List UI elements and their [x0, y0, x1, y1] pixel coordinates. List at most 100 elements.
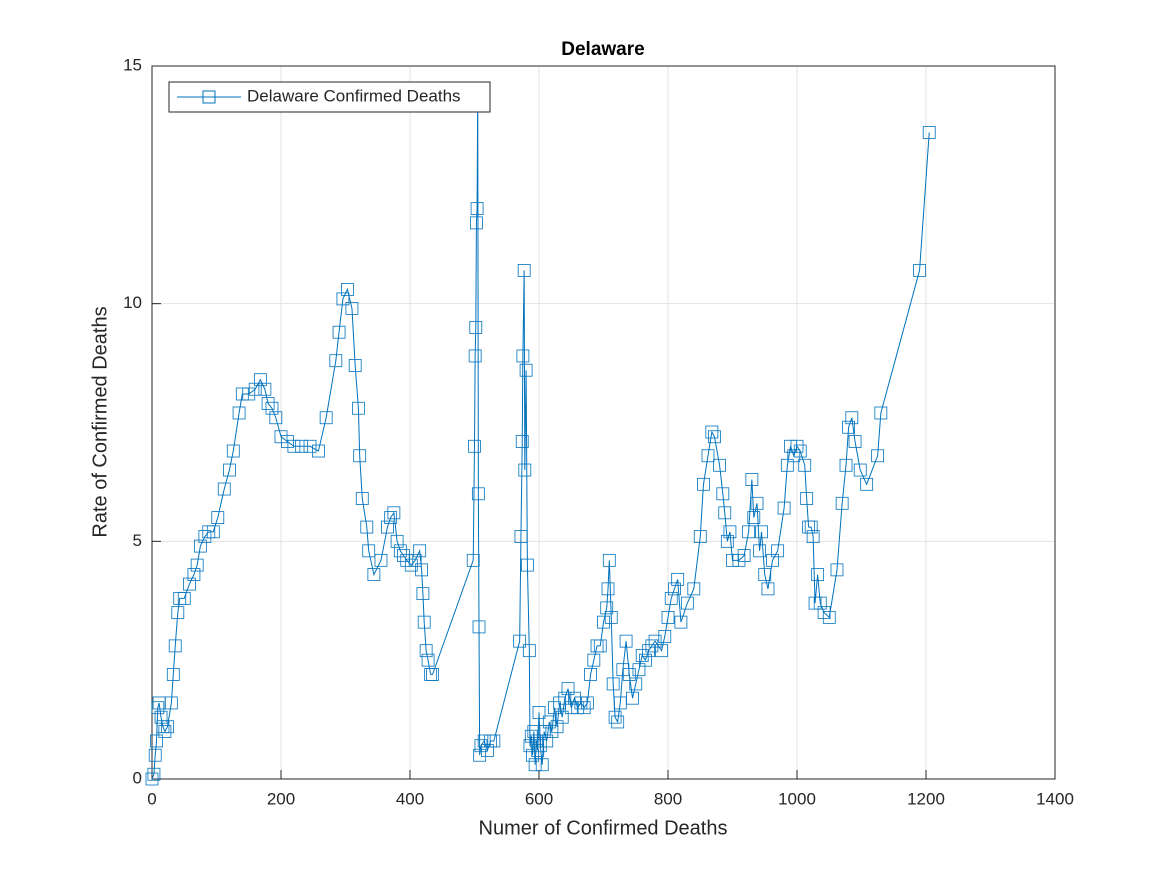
x-tick-label: 0	[147, 789, 156, 808]
marker	[531, 744, 545, 757]
marker	[564, 701, 578, 715]
marker	[533, 739, 547, 753]
marker	[345, 302, 359, 315]
marker	[811, 568, 825, 582]
y-tick-label: 5	[133, 531, 142, 550]
marker	[171, 606, 185, 620]
marker	[161, 720, 174, 734]
marker	[413, 544, 427, 558]
marker	[693, 530, 707, 543]
marker	[771, 544, 785, 558]
marker	[761, 582, 775, 596]
marker	[800, 492, 814, 505]
marker	[353, 449, 367, 463]
marker	[408, 553, 422, 567]
marker	[806, 530, 820, 543]
marker	[674, 615, 688, 629]
marker	[742, 525, 756, 539]
marker	[367, 568, 381, 582]
marker	[732, 553, 746, 567]
marker	[381, 520, 394, 534]
x-tick-label: 800	[654, 789, 682, 808]
marker	[387, 506, 401, 520]
marker	[611, 715, 625, 729]
marker	[601, 582, 615, 596]
marker	[593, 639, 607, 653]
marker	[206, 525, 220, 539]
marker	[226, 444, 240, 458]
marker	[860, 477, 874, 491]
marker	[253, 373, 267, 387]
y-tick-label: 15	[123, 55, 142, 74]
plot-frame	[151, 65, 1056, 780]
marker	[168, 639, 182, 653]
marker	[348, 359, 362, 372]
marker	[708, 430, 721, 444]
marker	[154, 710, 168, 724]
marker	[555, 710, 569, 724]
marker	[842, 420, 855, 434]
marker	[839, 458, 853, 472]
marker	[530, 734, 543, 748]
marker	[798, 458, 812, 472]
marker	[474, 739, 488, 753]
marker	[183, 577, 196, 591]
marker	[274, 430, 288, 444]
marker	[400, 553, 414, 567]
marker	[755, 525, 768, 539]
marker	[668, 582, 681, 596]
marker	[629, 677, 643, 691]
marker	[635, 649, 649, 662]
marker	[723, 525, 737, 539]
marker	[222, 463, 236, 477]
marker	[671, 572, 685, 586]
marker	[477, 734, 491, 748]
marker	[747, 511, 761, 524]
marker	[848, 435, 862, 448]
legend-label: Delaware Confirmed Deaths	[247, 86, 461, 105]
marker	[587, 653, 601, 667]
marker	[390, 534, 404, 548]
marker	[329, 354, 343, 368]
marker	[604, 610, 618, 624]
marker	[745, 473, 759, 486]
marker	[545, 725, 559, 738]
marker	[470, 216, 483, 230]
marker	[469, 321, 483, 334]
marker	[606, 677, 620, 691]
marker	[720, 534, 734, 548]
marker	[514, 530, 528, 543]
marker	[150, 734, 163, 748]
marker	[687, 582, 701, 596]
marker	[680, 596, 694, 610]
marker	[190, 558, 204, 572]
marker	[487, 734, 501, 748]
marker	[466, 553, 480, 567]
marker	[355, 492, 369, 505]
marker	[166, 668, 180, 681]
marker	[616, 663, 630, 677]
marker	[716, 487, 730, 501]
marker	[384, 511, 398, 524]
marker	[527, 725, 541, 738]
marker	[519, 363, 533, 377]
marker	[287, 439, 301, 453]
marker	[550, 720, 564, 734]
marker	[871, 449, 885, 463]
marker	[164, 696, 178, 710]
marker	[472, 620, 486, 634]
marker	[787, 449, 801, 463]
x-tick-label: 600	[525, 789, 553, 808]
marker	[632, 663, 646, 677]
marker	[393, 544, 407, 558]
marker	[830, 563, 844, 577]
marker	[295, 439, 309, 453]
marker	[232, 406, 246, 420]
x-axis-label: Numer of Confirmed Deaths	[479, 817, 728, 839]
marker	[766, 553, 779, 567]
marker	[737, 549, 751, 562]
marker	[713, 458, 726, 472]
x-tick-label: 200	[267, 789, 295, 808]
marker	[535, 758, 549, 772]
marker	[517, 263, 531, 277]
